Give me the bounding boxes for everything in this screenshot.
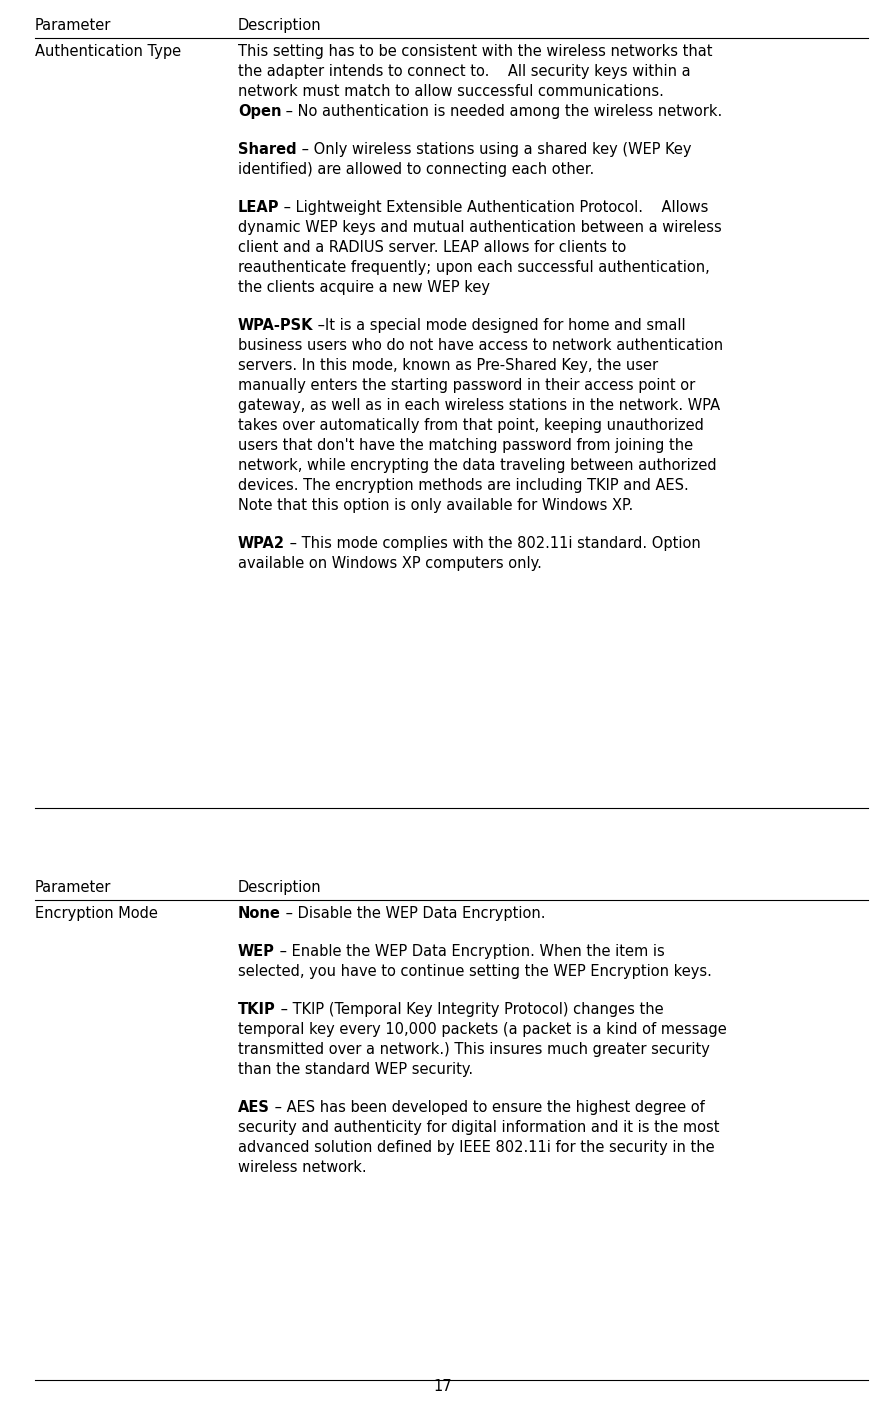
- Text: security and authenticity for digital information and it is the most: security and authenticity for digital in…: [238, 1120, 719, 1136]
- Text: network must match to allow successful communications.: network must match to allow successful c…: [238, 85, 664, 99]
- Text: wireless network.: wireless network.: [238, 1160, 367, 1175]
- Text: LEAP: LEAP: [238, 200, 279, 216]
- Text: – This mode complies with the 802.11i standard. Option: – This mode complies with the 802.11i st…: [285, 535, 701, 551]
- Text: – Enable the WEP Data Encryption. When the item is: – Enable the WEP Data Encryption. When t…: [275, 944, 664, 960]
- Text: transmitted over a network.) This insures much greater security: transmitted over a network.) This insure…: [238, 1043, 710, 1057]
- Text: Encryption Mode: Encryption Mode: [35, 906, 158, 921]
- Text: AES: AES: [238, 1100, 270, 1115]
- Text: Shared: Shared: [238, 142, 297, 156]
- Text: – Disable the WEP Data Encryption.: – Disable the WEP Data Encryption.: [281, 906, 546, 921]
- Text: – AES has been developed to ensure the highest degree of: – AES has been developed to ensure the h…: [270, 1100, 704, 1115]
- Text: network, while encrypting the data traveling between authorized: network, while encrypting the data trave…: [238, 458, 717, 473]
- Text: business users who do not have access to network authentication: business users who do not have access to…: [238, 338, 723, 354]
- Text: TKIP: TKIP: [238, 1002, 276, 1017]
- Text: Authentication Type: Authentication Type: [35, 44, 181, 59]
- Text: Description: Description: [238, 881, 322, 895]
- Text: reauthenticate frequently; upon each successful authentication,: reauthenticate frequently; upon each suc…: [238, 261, 710, 275]
- Text: Note that this option is only available for Windows XP.: Note that this option is only available …: [238, 497, 633, 513]
- Text: temporal key every 10,000 packets (a packet is a kind of message: temporal key every 10,000 packets (a pac…: [238, 1022, 727, 1037]
- Text: 17: 17: [433, 1379, 453, 1394]
- Text: devices. The encryption methods are including TKIP and AES.: devices. The encryption methods are incl…: [238, 478, 688, 493]
- Text: advanced solution defined by IEEE 802.11i for the security in the: advanced solution defined by IEEE 802.11…: [238, 1140, 715, 1155]
- Text: servers. In this mode, known as Pre-Shared Key, the user: servers. In this mode, known as Pre-Shar…: [238, 358, 658, 373]
- Text: This setting has to be consistent with the wireless networks that: This setting has to be consistent with t…: [238, 44, 712, 59]
- Text: None: None: [238, 906, 281, 921]
- Text: WEP: WEP: [238, 944, 275, 960]
- Text: –It is a special mode designed for home and small: –It is a special mode designed for home …: [314, 318, 686, 333]
- Text: users that don't have the matching password from joining the: users that don't have the matching passw…: [238, 438, 693, 454]
- Text: Parameter: Parameter: [35, 18, 112, 32]
- Text: gateway, as well as in each wireless stations in the network. WPA: gateway, as well as in each wireless sta…: [238, 397, 720, 413]
- Text: the clients acquire a new WEP key: the clients acquire a new WEP key: [238, 280, 490, 294]
- Text: WPA-PSK: WPA-PSK: [238, 318, 314, 333]
- Text: Description: Description: [238, 18, 322, 32]
- Text: available on Windows XP computers only.: available on Windows XP computers only.: [238, 557, 542, 571]
- Text: dynamic WEP keys and mutual authentication between a wireless: dynamic WEP keys and mutual authenticati…: [238, 220, 722, 235]
- Text: Open: Open: [238, 104, 282, 118]
- Text: manually enters the starting password in their access point or: manually enters the starting password in…: [238, 378, 696, 393]
- Text: – Lightweight Extensible Authentication Protocol.    Allows: – Lightweight Extensible Authentication …: [279, 200, 709, 216]
- Text: – TKIP (Temporal Key Integrity Protocol) changes the: – TKIP (Temporal Key Integrity Protocol)…: [276, 1002, 664, 1017]
- Text: – No authentication is needed among the wireless network.: – No authentication is needed among the …: [282, 104, 723, 118]
- Text: client and a RADIUS server. LEAP allows for clients to: client and a RADIUS server. LEAP allows …: [238, 240, 626, 255]
- Text: selected, you have to continue setting the WEP Encryption keys.: selected, you have to continue setting t…: [238, 964, 711, 979]
- Text: than the standard WEP security.: than the standard WEP security.: [238, 1062, 473, 1076]
- Text: identified) are allowed to connecting each other.: identified) are allowed to connecting ea…: [238, 162, 595, 178]
- Text: the adapter intends to connect to.    All security keys within a: the adapter intends to connect to. All s…: [238, 63, 690, 79]
- Text: Parameter: Parameter: [35, 881, 112, 895]
- Text: – Only wireless stations using a shared key (WEP Key: – Only wireless stations using a shared …: [297, 142, 691, 156]
- Text: takes over automatically from that point, keeping unauthorized: takes over automatically from that point…: [238, 418, 703, 433]
- Text: WPA2: WPA2: [238, 535, 285, 551]
